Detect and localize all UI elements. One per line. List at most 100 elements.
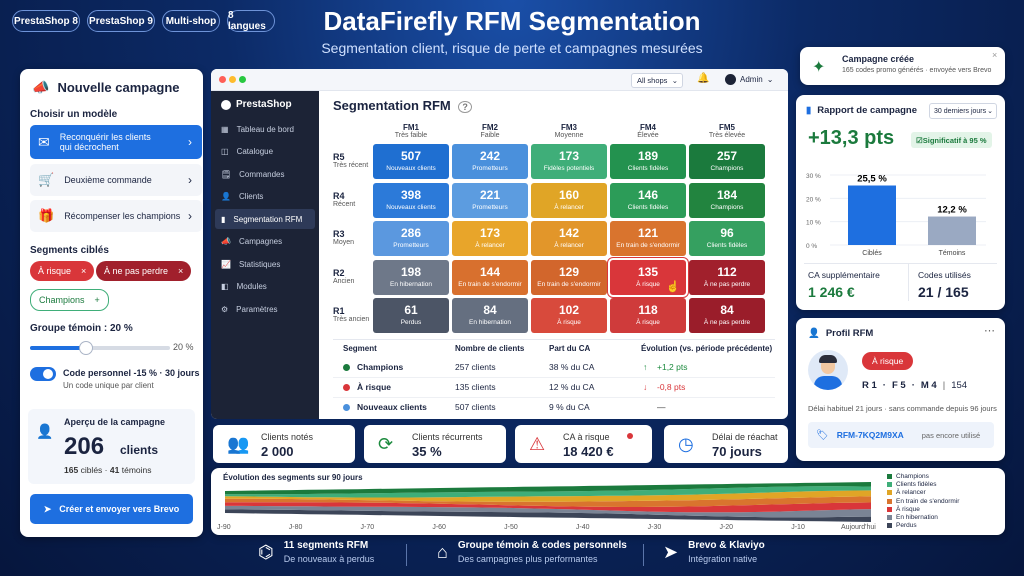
r-row-header: R1 Très ancien (333, 306, 370, 323)
slider-handle[interactable] (79, 341, 93, 355)
maximize-dot[interactable] (239, 76, 246, 83)
y-tick-label: 20 % (806, 196, 821, 203)
period-select[interactable]: 30 derniers jours ⌄ (929, 103, 997, 119)
segment-tag-champions[interactable]: Champions + (30, 289, 109, 311)
rfm-cell[interactable]: 257 Champions (689, 144, 765, 179)
rfm-cell[interactable]: 184 Champions (689, 182, 765, 218)
segment-dot (343, 364, 350, 371)
stat-card: ⟳ Clients récurrents 35 % (364, 425, 506, 463)
stat-card: ◷ Délai de réachat 70 jours (664, 425, 788, 463)
legend-item: Champions (887, 473, 929, 480)
sidebar-item-5[interactable]: 📣 Campagnes (221, 237, 283, 246)
legend-item: À risque (887, 506, 920, 513)
rfm-cell[interactable]: 61 Perdus (373, 298, 449, 333)
sidebar-item-0[interactable]: ▦ Tableau de bord (221, 124, 294, 134)
rfm-cell[interactable]: 84 En hibernation (452, 298, 528, 333)
pill-multishop: Multi-shop (162, 10, 220, 32)
minimize-dot[interactable] (229, 76, 236, 83)
area-series-1 (225, 486, 871, 498)
rfm-cell[interactable]: 112 À ne pas perdre (689, 259, 765, 295)
legend-item: Perdus (887, 522, 917, 529)
rfm-cell[interactable]: 146 Clients fidèles (610, 182, 686, 218)
avatar (808, 350, 848, 390)
table-cell-evolution: -0,8 pts (657, 382, 686, 392)
table-cell-evolution: +1,2 pts (657, 362, 688, 372)
template-option-second-order[interactable]: 🛒 Deuxième commande › (30, 164, 202, 196)
megaphone-icon: 📣 (32, 79, 50, 95)
rfm-cell[interactable]: 507 Nouveaux clients (373, 144, 449, 179)
bell-icon[interactable]: 🔔 (697, 73, 710, 84)
close-icon[interactable]: × (81, 266, 87, 276)
x-tick-label: J-50 (504, 524, 518, 531)
chevron-right-icon: › (188, 209, 192, 223)
area-series-6 (225, 509, 871, 522)
nav-icon: 📈 (221, 259, 231, 269)
rfm-cell[interactable]: 135 À risque ☝ (608, 257, 688, 297)
rfm-cell[interactable]: 286 Prometteurs (373, 221, 449, 256)
personal-code-toggle[interactable] (30, 367, 56, 381)
preview-count: 206 (64, 433, 105, 460)
rfm-cell[interactable]: 398 Nouveaux clients (373, 182, 449, 218)
user-menu[interactable]: Admin ⌄ (725, 74, 773, 85)
close-icon[interactable]: × (992, 50, 998, 60)
footer-feature: ⌬ 11 segments RFM De nouveaux à perdus (258, 540, 375, 564)
sidebar-item-4[interactable]: ▮ Segmentation RFM (215, 209, 315, 229)
rfm-cell[interactable]: 173 Fidèles potentiels (531, 144, 607, 179)
x-tick-label: J-40 (575, 524, 590, 531)
rfm-cell[interactable]: 121 En train de s'endormir (610, 221, 686, 256)
rfm-cell[interactable]: 242 Prometteurs (452, 144, 528, 179)
sidebar-item-6[interactable]: 📈 Statistiques (221, 259, 281, 269)
area-chart (225, 482, 871, 522)
chart-title: Évolution des segments sur 90 jours (223, 473, 363, 482)
sidebar-item-7[interactable]: ◧ Modules (221, 282, 267, 291)
pill-languages: 8 langues (227, 10, 275, 32)
bar-chart-icon: ▮ (806, 105, 812, 116)
rfm-cell[interactable]: 221 Prometteurs (452, 182, 528, 218)
rfm-cell[interactable]: 102 À risque (531, 298, 607, 333)
segment-tag-dont-lose[interactable]: À ne pas perdre × (96, 261, 192, 281)
personal-code[interactable]: 🏷 RFM-7KQ2M9XA pas encore utilisé (808, 422, 994, 448)
report-card: ▮ Rapport de campagne 30 derniers jours ⌄ … (796, 95, 1005, 310)
area-series-2 (225, 490, 871, 502)
legend-item: En train de s'endormir (887, 498, 959, 505)
rfm-cell[interactable]: 142 À relancer (531, 221, 607, 256)
more-icon[interactable]: ⋯ (984, 325, 995, 337)
y-tick-label: 30 % (806, 173, 821, 180)
template-option-reconquer[interactable]: ✉ Reconquérir les clients qui décrochent › (30, 125, 202, 159)
rfm-cell[interactable]: 118 À risque (610, 298, 686, 333)
rfm-cell[interactable]: 96 Clients fidèles (689, 221, 765, 256)
x-tick-label: J-60 (432, 524, 446, 531)
area-series-4 (225, 502, 871, 513)
bar-1 (928, 216, 976, 245)
rfm-cell[interactable]: 173 À relancer (452, 221, 528, 256)
shop-select[interactable]: All shops ⌄ (631, 73, 683, 88)
rfm-cell[interactable]: 160 À relancer (531, 182, 607, 218)
send-brevo-button[interactable]: ➤ Créer et envoyer vers Brevo (30, 494, 193, 524)
rfm-cell[interactable]: 189 Clients fidèles (610, 144, 686, 179)
delay-text: Délai habituel 21 jours · sans commande … (808, 404, 997, 413)
lift-value: +13,3 pts (808, 127, 895, 149)
rfm-cell[interactable]: 144 En train de s'endormir (452, 259, 528, 295)
sidebar-item-3[interactable]: 👤 Clients (221, 192, 264, 201)
control-group-slider[interactable] (30, 341, 170, 355)
close-dot[interactable] (219, 76, 226, 83)
rfm-cell[interactable]: 84 À ne pas perdre (689, 298, 765, 333)
feature-icon: ➤ (663, 541, 679, 562)
sidebar-item-8[interactable]: ⚙ Paramètres (221, 304, 278, 314)
plus-icon[interactable]: + (94, 295, 100, 305)
template-option-champions[interactable]: 🎁 Récompenser les champions › (30, 200, 202, 232)
avatar-icon (725, 74, 736, 85)
sidebar: PrestaShop ▦ Tableau de bord ◫ Catalogue 🗒 Co… (211, 91, 319, 419)
segment-tag-risk[interactable]: À risque × (30, 261, 95, 281)
sidebar-item-2[interactable]: 🗒 Commandes (221, 169, 285, 179)
trend-arrow-icon: ↓ (643, 382, 648, 392)
r-row-header: R2 Ancien (333, 267, 355, 285)
rfm-cell[interactable]: 198 En hibernation (373, 259, 449, 295)
rfm-cell[interactable]: 129 En train de s'endormir (531, 259, 607, 295)
close-icon[interactable]: × (178, 266, 184, 276)
sidebar-item-1[interactable]: ◫ Catalogue (221, 147, 274, 156)
chevron-down-icon: ⌄ (671, 76, 678, 85)
x-tick-label: J-70 (360, 524, 375, 531)
r-row-header: R4 Récent (333, 190, 356, 208)
campaign-panel: 📣 Nouvelle campagne Choisir un modèle ✉ Re… (20, 69, 203, 537)
